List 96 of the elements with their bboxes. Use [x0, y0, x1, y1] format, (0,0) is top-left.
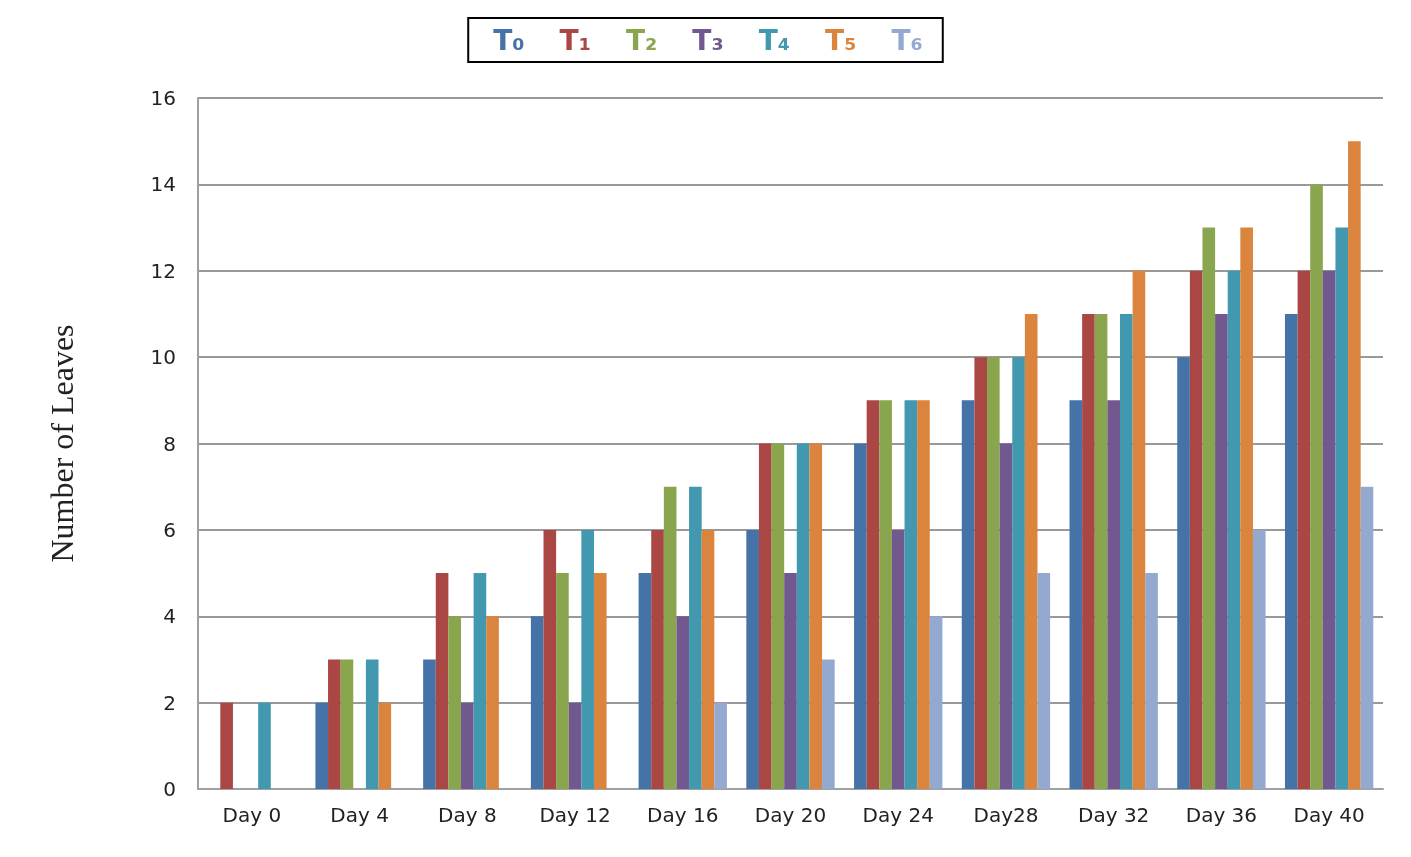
bar	[1215, 313, 1228, 789]
x-tick-label: Day 12	[539, 803, 611, 827]
text: T₂	[625, 23, 658, 57]
y-tick-label: 2	[163, 690, 176, 715]
bar	[328, 659, 341, 789]
bar	[999, 443, 1013, 789]
x-tick-label: Day 40	[1293, 803, 1365, 827]
bar	[822, 659, 835, 789]
bar	[1024, 313, 1038, 789]
bar	[784, 573, 797, 789]
y-tick-label: 0	[163, 777, 176, 801]
bar	[987, 357, 1000, 789]
bar	[701, 529, 715, 789]
y-tick-label: 14	[150, 172, 176, 197]
bar	[1132, 270, 1146, 789]
bar	[796, 443, 810, 789]
bar	[974, 357, 988, 789]
x-tick-label: Day 8	[438, 803, 497, 827]
bar	[866, 400, 880, 789]
bar	[435, 573, 449, 789]
bar	[530, 616, 544, 789]
y-tick-label: 6	[163, 517, 176, 542]
bar	[771, 443, 785, 789]
y-tick-label: 8	[163, 431, 176, 456]
bar	[1177, 357, 1190, 789]
bar	[543, 529, 557, 789]
text: T₅	[825, 23, 857, 57]
bar	[258, 702, 271, 789]
bar	[917, 400, 930, 789]
bar	[1227, 270, 1241, 789]
bar	[1252, 529, 1266, 789]
bar	[714, 702, 727, 789]
text: T₆	[891, 23, 923, 57]
text: T₁	[559, 23, 591, 57]
bar	[461, 702, 474, 789]
bar	[1082, 313, 1095, 789]
bar	[904, 400, 918, 789]
bar	[340, 659, 354, 789]
text: T₀	[493, 23, 525, 57]
bar	[854, 443, 867, 789]
y-axis-title: Number of Leaves	[44, 324, 80, 563]
bar	[663, 486, 677, 789]
bar	[473, 573, 487, 789]
x-tick-label: Day 20	[754, 803, 827, 827]
bar	[651, 529, 664, 789]
bar	[1012, 357, 1025, 789]
bar	[1094, 313, 1108, 789]
bar	[378, 702, 392, 789]
bar	[1240, 227, 1253, 789]
bar	[1037, 573, 1051, 789]
bar	[809, 443, 823, 789]
bar	[1322, 270, 1336, 789]
bar	[423, 659, 436, 789]
bar	[746, 529, 759, 789]
text: T₄	[758, 23, 791, 57]
y-tick-label: 10	[150, 345, 176, 370]
bar	[365, 659, 379, 789]
bar	[486, 616, 499, 789]
y-tick-label: 16	[150, 86, 176, 110]
bar	[879, 400, 892, 789]
y-tick-label: 12	[150, 258, 176, 283]
x-tick-label: Day 24	[862, 803, 934, 827]
bar	[1348, 141, 1361, 789]
bar	[1297, 270, 1311, 789]
bar	[568, 702, 582, 789]
bar	[676, 616, 690, 789]
bar	[1189, 270, 1203, 789]
x-tick-label: Day 32	[1078, 803, 1150, 827]
x-tick-label: Day 36	[1185, 803, 1258, 827]
bar	[581, 529, 594, 789]
bar	[1145, 573, 1158, 789]
bar	[1069, 400, 1083, 789]
bar	[1202, 227, 1216, 789]
text: T₃	[692, 23, 724, 57]
bar	[1284, 313, 1298, 789]
bar	[1335, 227, 1349, 789]
bar	[1310, 184, 1323, 789]
x-tick-label: Day 16	[647, 803, 719, 827]
bar	[315, 702, 329, 789]
bar	[1360, 486, 1374, 789]
bar	[689, 486, 702, 789]
bar	[1119, 313, 1133, 789]
bar	[758, 443, 772, 789]
bar	[220, 702, 233, 789]
bar	[891, 529, 905, 789]
x-tick-label: Day 0	[222, 803, 282, 827]
bar	[1107, 400, 1120, 789]
x-tick-label: Day 4	[330, 803, 389, 827]
y-tick-label: 4	[163, 604, 176, 629]
bar	[638, 573, 652, 789]
bar	[593, 573, 607, 789]
bar	[929, 616, 943, 789]
bar	[448, 616, 462, 789]
bar	[556, 573, 569, 789]
x-tick-label: Day28	[973, 803, 1039, 827]
bar	[961, 400, 975, 789]
